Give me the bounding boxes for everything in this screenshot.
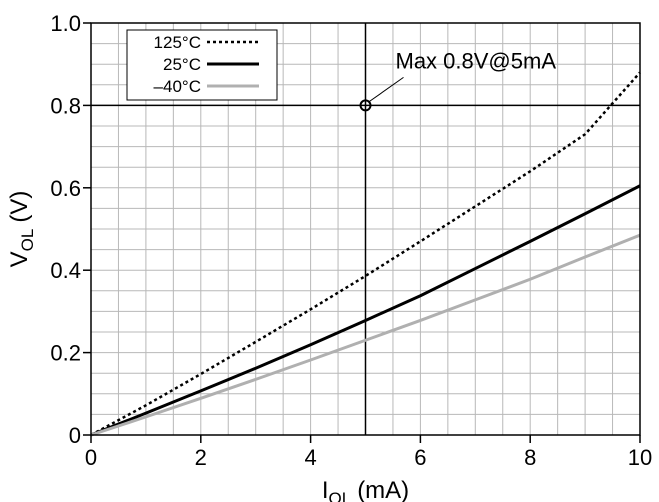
y-axis-label-main: V [6, 251, 33, 267]
annotation-text: Max 0.8V@5mA [396, 48, 557, 73]
y-tick-label: 0.4 [50, 258, 81, 283]
tick-labels: 0 2 4 6 8 10 0 0.2 0.4 0.6 0.8 1.0 [50, 11, 652, 470]
y-tick-label: 0.8 [50, 93, 81, 118]
legend-label-2: –40°C [154, 77, 201, 96]
plot-frame [90, 22, 641, 436]
x-tick-label: 0 [85, 445, 97, 470]
y-tick-label: 0.6 [50, 176, 81, 201]
series-line-0 [90, 71, 641, 437]
x-tick-label: 6 [414, 445, 426, 470]
legend: 125°C 25°C –40°C [126, 29, 278, 101]
x-axis-label-main: I [322, 477, 329, 502]
legend-label-0: 125°C [154, 33, 201, 52]
legend-label-1: 25°C [163, 55, 201, 74]
y-axis-label: VOL (V) [6, 191, 37, 268]
series-group [90, 71, 641, 437]
y-tick-label: 0 [69, 423, 81, 448]
y-axis-label-sub: OL [18, 229, 37, 252]
series-line-2 [90, 233, 641, 437]
limit-annotation: Max 0.8V@5mA [359, 48, 557, 112]
limit-point-marker [359, 99, 372, 112]
x-tick-label: 8 [524, 445, 536, 470]
y-tick-label: 0.2 [50, 341, 81, 366]
x-tick-label: 4 [304, 445, 316, 470]
y-tick-label: 1.0 [50, 11, 81, 36]
x-axis-label-sub: OL [329, 489, 352, 502]
x-tick-label: 2 [195, 445, 207, 470]
annotation-leader-line [369, 76, 404, 102]
series-line-1 [90, 184, 641, 437]
x-axis-label-unit: (mA) [357, 477, 409, 502]
x-axis-label: IOL (mA) [322, 477, 409, 502]
y-axis-label-unit: (V) [6, 191, 33, 223]
limit-lines [91, 23, 640, 435]
x-tick-label: 10 [628, 445, 652, 470]
